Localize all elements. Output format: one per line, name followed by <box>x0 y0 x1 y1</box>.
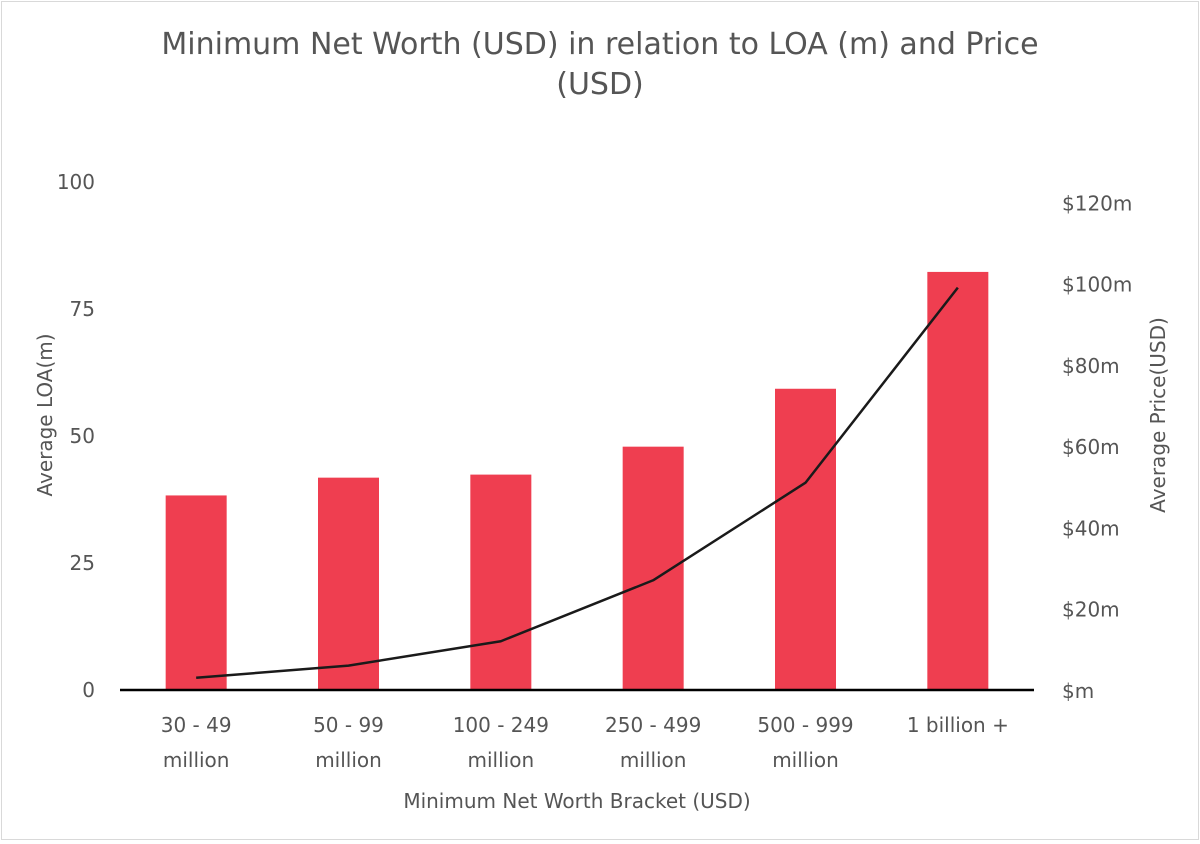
x-tick-label: 1 billion + <box>907 713 1009 737</box>
y2-axis-title: Average Price(USD) <box>1146 317 1170 513</box>
x-tick-label: 30 - 49 <box>161 713 232 737</box>
y2-tick-label: $80m <box>1062 354 1120 378</box>
price-line-series <box>196 286 959 680</box>
loa-bar <box>927 271 989 690</box>
x-tick-label: 500 - 999 <box>757 713 853 737</box>
left-axis-ticks: 0 25 50 75 100 <box>57 170 95 702</box>
y-tick-label: 25 <box>70 551 95 575</box>
loa-bar <box>622 446 684 690</box>
y-tick-label: 50 <box>70 424 95 448</box>
y2-tick-label: $m <box>1062 679 1094 703</box>
x-tick-label: million <box>620 748 687 772</box>
y2-tick-label: $60m <box>1062 435 1120 459</box>
x-tick-label: 100 - 249 <box>453 713 549 737</box>
loa-bar <box>775 388 836 690</box>
x-tick-label: million <box>772 748 839 772</box>
y2-tick-label: $120m <box>1062 191 1132 215</box>
y2-tick-label: $20m <box>1062 598 1120 622</box>
x-tick-label: 250 - 499 <box>605 713 701 737</box>
loa-bar <box>318 477 379 690</box>
y-tick-label: 100 <box>57 170 95 194</box>
loa-bar <box>470 474 532 690</box>
chart-title-line: Minimum Net Worth (USD) in relation to L… <box>161 27 1038 62</box>
loa-bar <box>165 495 227 690</box>
x-tick-label: 50 - 99 <box>313 713 384 737</box>
y-axis-title: Average LOA(m) <box>33 333 57 496</box>
x-tick-label: million <box>163 748 230 772</box>
chart-title-line: (USD) <box>556 67 644 102</box>
x-axis-title: Minimum Net Worth Bracket (USD) <box>403 789 750 813</box>
x-tick-label: million <box>468 748 535 772</box>
y2-tick-label: $40m <box>1062 516 1120 540</box>
bar-series <box>165 271 989 690</box>
x-axis-ticks: 30 - 49 million 50 - 99 million 100 - 249 mil… <box>161 713 1009 772</box>
y-tick-label: 75 <box>70 297 95 321</box>
y-tick-label: 0 <box>82 678 95 702</box>
y2-tick-label: $100m <box>1062 273 1132 297</box>
x-tick-label: million <box>315 748 382 772</box>
right-axis-ticks: $m $20m $40m $60m $80m $100m $120m <box>1062 191 1132 703</box>
chart-title: Minimum Net Worth (USD) in relation to L… <box>161 27 1038 102</box>
